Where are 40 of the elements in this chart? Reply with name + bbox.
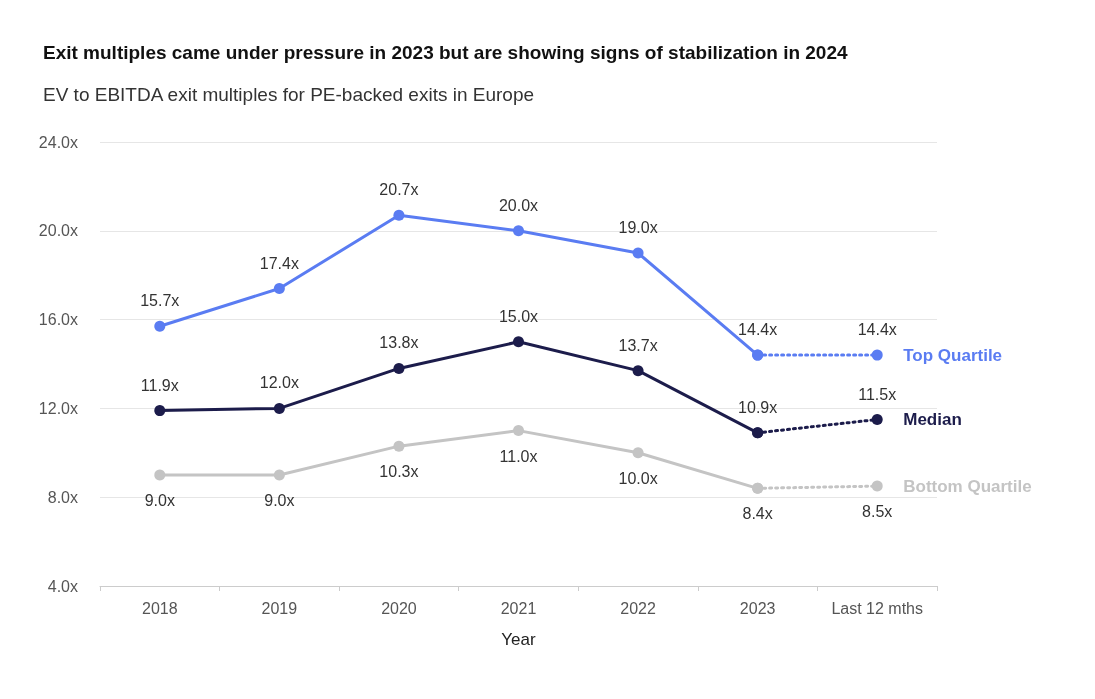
- data-label: 9.0x: [264, 492, 295, 509]
- data-label: 15.7x: [140, 292, 180, 310]
- x-tick-label: 2023: [739, 599, 776, 617]
- y-tick-label: 20.0x: [38, 222, 78, 240]
- x-tick-label: 2022: [620, 599, 656, 617]
- data-label: 19.0x: [618, 219, 658, 236]
- data-label: 9.0x: [144, 492, 175, 509]
- data-label: 17.4x: [259, 254, 299, 272]
- data-label: 13.8x: [379, 334, 419, 352]
- chart-subtitle: EV to EBITDA exit multiples for PE-backed exits in Europe: [43, 84, 535, 105]
- data-label: 11.5x: [858, 385, 897, 403]
- data-label: 20.0x: [498, 196, 539, 214]
- data-label: 8.5x: [862, 503, 893, 521]
- data-label: 10.3x: [379, 463, 419, 481]
- y-tick-label: 16.0x: [38, 311, 78, 329]
- data-label: 12.0x: [259, 374, 299, 392]
- data-label: 20.7x: [379, 181, 419, 199]
- chart-title: Exit multiples came under pressure in 2023 but are showing signs of stabilization in 2024: [43, 42, 848, 63]
- data-label: 14.4x: [857, 321, 897, 339]
- data-label: 11.0x: [499, 447, 538, 465]
- data-label: 10.9x: [738, 398, 778, 416]
- series-label: Median: [903, 410, 962, 429]
- y-tick-label: 24.0x: [38, 133, 78, 151]
- data-label: 8.4x: [742, 505, 773, 523]
- y-tick-label: 8.0x: [47, 488, 78, 506]
- x-tick-label: 2019: [261, 599, 298, 617]
- series-label: Top Quartile: [903, 345, 1003, 365]
- x-tick-label: Last 12 mths: [831, 599, 924, 617]
- data-label: 14.4x: [738, 321, 778, 339]
- x-axis-title: Year: [501, 630, 537, 649]
- series-label: Bottom Quartile: [903, 476, 1032, 496]
- y-tick-label: 4.0x: [47, 577, 78, 595]
- x-tick-label: 2021: [500, 599, 537, 617]
- data-label: 13.7x: [618, 336, 658, 354]
- data-label: 15.0x: [498, 307, 539, 325]
- y-tick-label: 12.0x: [38, 399, 78, 417]
- x-tick-label: 2018: [141, 599, 178, 617]
- data-label: 10.0x: [618, 469, 658, 487]
- x-tick-label: 2020: [381, 599, 417, 617]
- data-label: 11.9x: [140, 376, 179, 394]
